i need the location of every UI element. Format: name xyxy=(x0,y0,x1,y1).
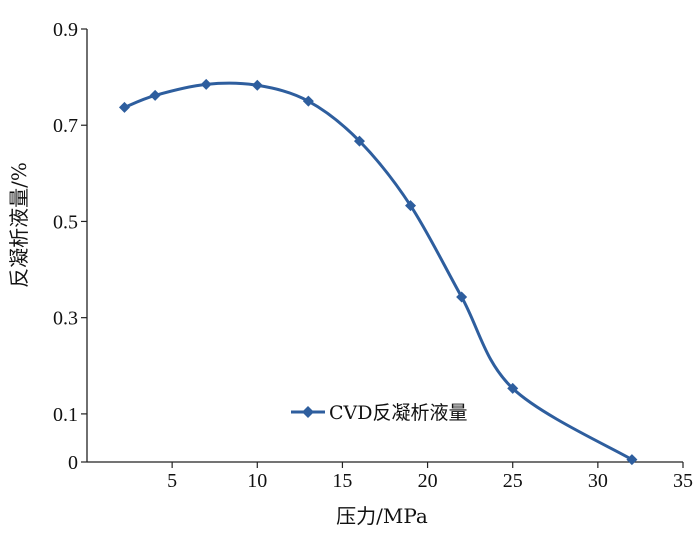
x-axis-title: 压力/MPa xyxy=(336,504,428,528)
x-tick-label: 25 xyxy=(503,470,523,492)
data-point-marker xyxy=(302,95,314,107)
legend-marker-icon xyxy=(302,406,314,418)
data-point-marker xyxy=(149,89,161,101)
series-layer xyxy=(118,78,638,466)
x-axis-ticks: 5 10 15 20 25 30 35 xyxy=(167,462,693,492)
y-axis-title: 反凝析液量/% xyxy=(7,162,31,288)
y-tick-label: 0.1 xyxy=(53,404,78,426)
data-point-marker xyxy=(507,382,519,394)
x-tick-label: 10 xyxy=(247,470,267,492)
x-tick-label: 30 xyxy=(588,470,608,492)
legend-label: CVD反凝析液量 xyxy=(329,402,468,424)
y-tick-label: 0.7 xyxy=(53,115,78,137)
data-point-marker xyxy=(118,101,130,113)
y-tick-label: 0 xyxy=(68,452,78,474)
y-tick-label: 0.5 xyxy=(53,211,78,233)
x-tick-label: 15 xyxy=(332,470,352,492)
data-point-marker xyxy=(353,135,365,147)
x-tick-label: 5 xyxy=(167,470,177,492)
x-tick-label: 35 xyxy=(673,470,693,492)
y-tick-label: 0.3 xyxy=(53,308,78,330)
data-point-marker xyxy=(626,454,638,466)
data-point-marker xyxy=(456,291,468,303)
axes xyxy=(86,29,683,463)
data-point-marker xyxy=(200,78,212,90)
y-tick-label: 0.9 xyxy=(53,19,78,41)
y-axis-ticks: 0 0.1 0.3 0.5 0.7 0.9 xyxy=(53,19,87,474)
legend: CVD反凝析液量 xyxy=(291,402,468,424)
x-tick-label: 20 xyxy=(418,470,438,492)
data-point-marker xyxy=(405,200,417,212)
data-point-marker xyxy=(251,79,263,91)
